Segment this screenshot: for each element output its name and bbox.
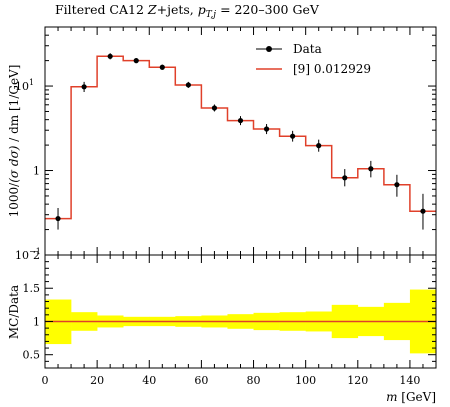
data-point bbox=[263, 126, 270, 132]
data-point bbox=[185, 82, 191, 88]
x-tick-label: 100 bbox=[295, 374, 316, 387]
main-panel bbox=[45, 53, 436, 230]
chart-title: Filtered CA12 Z+jets, pT,j = 220–300 GeV bbox=[55, 2, 320, 20]
x-tick-label: 120 bbox=[347, 374, 368, 387]
main-panel-frame bbox=[44, 26, 437, 256]
legend-data-marker bbox=[266, 46, 272, 52]
data-point bbox=[55, 215, 61, 222]
x-tick-label: 60 bbox=[194, 374, 208, 387]
data-point bbox=[211, 105, 218, 111]
data-point bbox=[394, 182, 400, 188]
data-point bbox=[133, 58, 139, 64]
data-point bbox=[107, 53, 113, 59]
ratio-y-tick-label: 2 bbox=[33, 249, 40, 262]
mc-histogram-line bbox=[45, 55, 436, 220]
data-point bbox=[290, 133, 296, 139]
ratio-y-axis: 0.5 1 1.5 2 bbox=[23, 249, 436, 362]
x-tick-label: 80 bbox=[247, 374, 261, 387]
ratio-y-tick-label: 1.5 bbox=[23, 282, 41, 295]
data-point bbox=[81, 84, 87, 90]
x-tick-label: 0 bbox=[42, 374, 49, 387]
main-y-tick-label: 1 bbox=[33, 165, 40, 178]
data-point bbox=[316, 143, 322, 149]
legend: Data [9] 0.012929 bbox=[256, 42, 371, 76]
main-y-axis: 101 1 10−1 bbox=[15, 26, 436, 262]
x-tick-label: 40 bbox=[142, 374, 156, 387]
main-y-tick-label: 10−1 bbox=[15, 247, 41, 262]
ratio-y-axis-label: MC/Data bbox=[7, 285, 21, 339]
main-y-tick-label: 101 bbox=[15, 78, 34, 93]
data-point bbox=[237, 117, 244, 124]
ratio-panel bbox=[45, 289, 437, 354]
ratio-y-tick-label: 0.5 bbox=[23, 349, 41, 362]
data-point bbox=[368, 166, 374, 172]
legend-entry-data: Data bbox=[293, 42, 322, 56]
data-point bbox=[342, 175, 348, 181]
legend-entry-mc: [9] 0.012929 bbox=[293, 62, 371, 76]
x-axis: 0 20 40 60 80 100 120 140 bbox=[42, 27, 437, 387]
ratio-y-tick-label: 1 bbox=[33, 315, 40, 328]
x-tick-label: 20 bbox=[90, 374, 104, 387]
main-y-axis-label: 1000/(σ dσ) / dm [1/GeV] bbox=[7, 65, 21, 218]
data-point bbox=[420, 208, 426, 214]
data-point bbox=[159, 64, 165, 70]
x-tick-label: 140 bbox=[399, 374, 420, 387]
x-axis-label: m [GeV] bbox=[386, 390, 436, 404]
